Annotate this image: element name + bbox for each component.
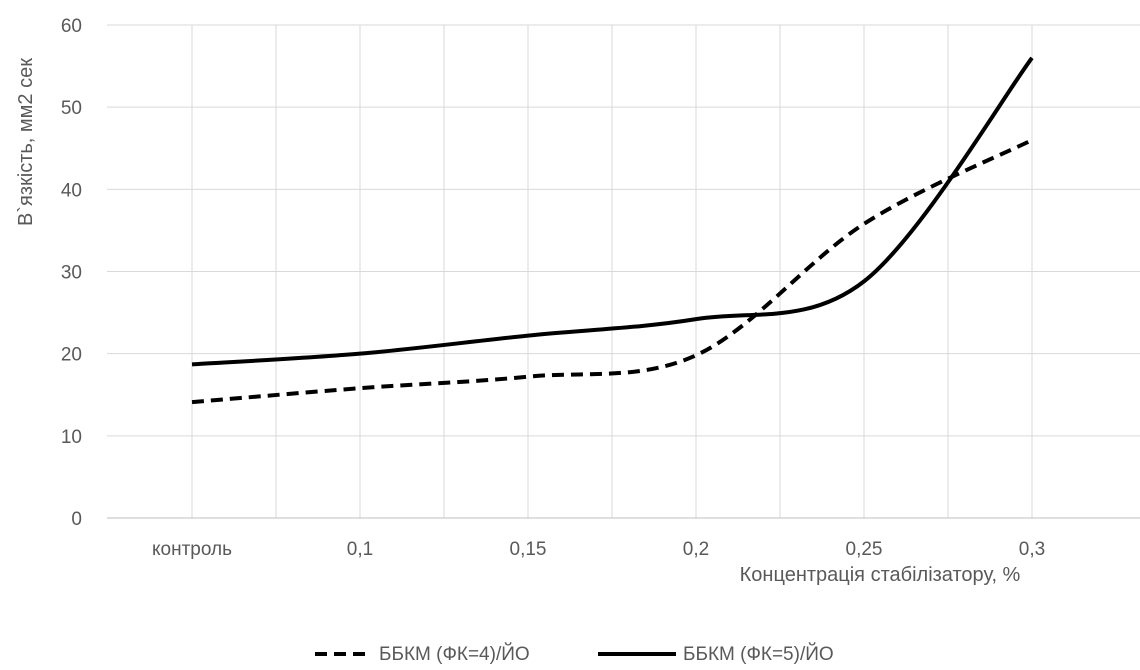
x-tick-label: 0,2	[683, 539, 709, 560]
x-tick-label: 0,25	[846, 539, 883, 560]
y-tick-label: 30	[61, 263, 82, 284]
x-tick-label: контроль	[152, 539, 232, 560]
legend: ББКМ (ФК=4)/ЙО ББКМ (ФК=5)/ЙО	[315, 643, 834, 665]
gridlines	[107, 24, 1140, 518]
legend-label-2: ББКМ (ФК=5)/ЙО	[683, 643, 834, 665]
x-tick-label: 0,1	[347, 539, 373, 560]
y-tick-label: 60	[61, 16, 82, 37]
y-tick-label: 50	[61, 98, 82, 119]
y-axis-label: В`язкість, мм2 сек	[15, 58, 37, 226]
y-tick-label: 0	[71, 509, 82, 530]
y-tick-label: 40	[61, 180, 82, 201]
x-tick-label: 0,3	[1019, 539, 1045, 560]
y-tick-labels: 0 10 20 30 40 50 60	[61, 16, 82, 530]
y-tick-label: 20	[61, 345, 82, 366]
x-tick-label: 0,15	[510, 539, 547, 560]
legend-label-1: ББКМ (ФК=4)/ЙО	[379, 643, 530, 665]
x-axis-label: Концентрація стабілізатору, %	[740, 564, 1021, 586]
y-tick-label: 10	[61, 427, 82, 448]
series-lines	[191, 56, 1034, 405]
series-line-2	[191, 56, 1034, 367]
series-line-1	[191, 138, 1033, 405]
x-tick-labels: контроль 0,1 0,15 0,2 0,25 0,3	[152, 539, 1045, 560]
